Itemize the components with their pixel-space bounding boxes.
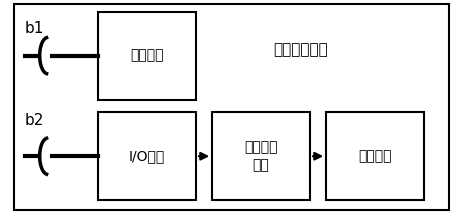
Text: 状态监测底座: 状态监测底座 bbox=[273, 42, 328, 57]
Bar bbox=[98, 112, 196, 200]
Text: 通讯模块: 通讯模块 bbox=[358, 149, 391, 163]
Text: 中央处理
模块: 中央处理 模块 bbox=[244, 140, 277, 172]
Text: 电源模块: 电源模块 bbox=[130, 49, 163, 63]
Text: b1: b1 bbox=[25, 21, 44, 36]
Text: I/O模块: I/O模块 bbox=[129, 149, 165, 163]
Bar bbox=[212, 112, 309, 200]
Bar bbox=[325, 112, 423, 200]
Text: b2: b2 bbox=[25, 113, 44, 128]
Bar bbox=[98, 12, 196, 100]
